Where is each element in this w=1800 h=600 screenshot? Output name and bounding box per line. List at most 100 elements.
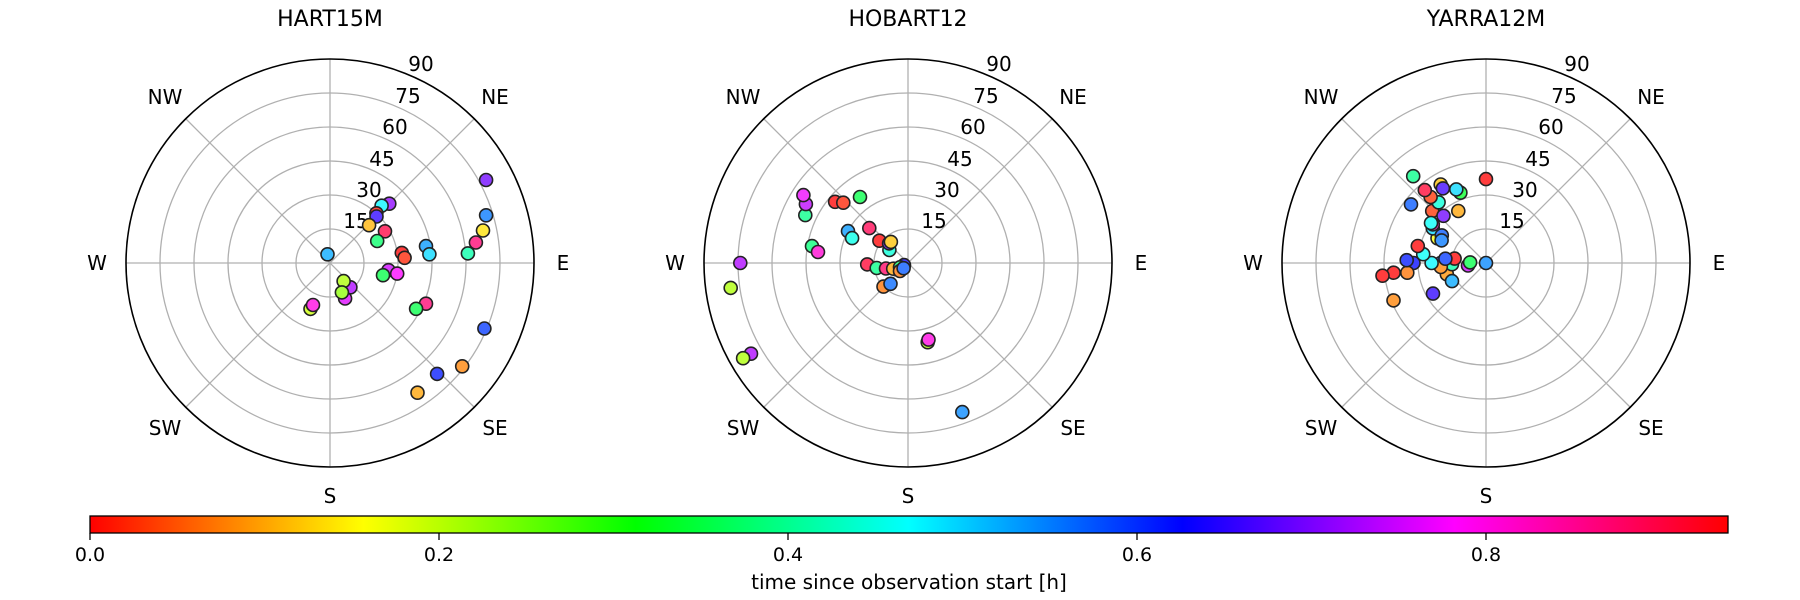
colorbar-label: time since observation start [h]: [751, 570, 1067, 594]
direction-label-2-se: SE: [1060, 416, 1085, 440]
polar-panel-2: HOBART12 15 30 45 60 75 90 NW NE E SE S …: [665, 7, 1147, 508]
scatter-point: [954, 404, 970, 420]
polar-frame-3: [1281, 58, 1691, 468]
scatter-points-3: [1375, 168, 1494, 308]
scatter-point: [1386, 293, 1401, 308]
colorbar-gradient: [89, 515, 1729, 534]
scatter-point: [835, 195, 851, 210]
polar-panel-1: HART15M 15 30 45 60 75 90 NE E SE S SW W: [87, 7, 569, 508]
direction-label-2-ne: NE: [1059, 85, 1087, 109]
colorbar-tick-label-4: 0.8: [1471, 544, 1501, 566]
scatter-point: [429, 366, 445, 382]
radial-tick-2-90: 90: [986, 52, 1011, 76]
scatter-point: [454, 358, 470, 374]
radial-tick-2-15: 15: [921, 209, 946, 233]
panel-title-3: YARRA12M: [1426, 7, 1546, 32]
scatter-point: [732, 255, 748, 271]
scatter-point: [1444, 273, 1460, 289]
scatter-point: [735, 350, 751, 366]
scatter-point: [844, 230, 860, 246]
colorbar-tick-label-3: 0.6: [1122, 544, 1152, 566]
scatter-point: [460, 246, 476, 261]
scatter-point: [369, 233, 385, 249]
scatter-point: [1403, 197, 1419, 212]
scatter-point: [1375, 268, 1390, 284]
direction-label-1-w: W: [87, 251, 107, 275]
scatter-point: [1451, 203, 1466, 219]
polar-frame-1: [125, 58, 535, 468]
direction-label-1-se: SE: [482, 416, 507, 440]
radial-tick-2-45: 45: [947, 147, 972, 171]
panel-title-2: HOBART12: [848, 7, 967, 32]
radial-tick-3-90: 90: [1564, 52, 1589, 76]
colorbar-ticks: [89, 533, 1487, 540]
scatter-point: [861, 220, 877, 236]
radial-tick-1-30: 30: [356, 178, 381, 202]
scatter-point: [1417, 182, 1433, 198]
scatter-point: [320, 247, 335, 262]
scatter-point: [796, 187, 811, 203]
scatter-point: [810, 244, 826, 260]
scatter-point: [1399, 252, 1414, 268]
scatter-point: [1436, 208, 1451, 224]
polar-panel-3: YARRA12M 15 30 45 60 75 90 NW NE E SE S …: [1243, 7, 1725, 508]
direction-label-2-s: S: [902, 484, 915, 508]
radial-tick-1-75: 75: [395, 84, 420, 108]
scatter-point: [408, 301, 424, 317]
scatter-point: [883, 276, 898, 292]
radial-tick-2-75: 75: [973, 84, 998, 108]
polar-grid-1: [126, 59, 534, 467]
scatter-point: [1425, 286, 1441, 301]
direction-label-2-e: E: [1135, 251, 1148, 275]
scatter-point: [410, 385, 425, 401]
direction-label-1-s: S: [324, 484, 337, 508]
direction-label-2-sw: SW: [727, 416, 760, 440]
scatter-point: [377, 224, 393, 239]
scatter-points-2: [723, 187, 970, 420]
direction-label-3-s: S: [1480, 484, 1493, 508]
scatter-point: [852, 189, 868, 205]
scatter-point: [1435, 181, 1451, 196]
direction-label-3-w: W: [1243, 251, 1263, 275]
radial-tick-1-60: 60: [382, 115, 407, 139]
scatter-point: [1424, 255, 1439, 271]
scatter-point: [397, 250, 412, 266]
direction-label-3-ne: NE: [1637, 85, 1665, 109]
direction-label-3-sw: SW: [1305, 416, 1338, 440]
radial-tick-1-90: 90: [408, 52, 433, 76]
scatter-point: [1478, 171, 1494, 187]
direction-label-3-se: SE: [1638, 416, 1663, 440]
panel-title-1: HART15M: [277, 7, 383, 32]
scatter-point: [422, 247, 437, 262]
scatter-point: [1423, 215, 1439, 231]
radial-tick-3-30: 30: [1512, 178, 1537, 202]
scatter-point: [334, 285, 350, 300]
scatter-point: [468, 235, 484, 250]
radial-tick-1-45: 45: [369, 147, 394, 171]
direction-label-2-w: W: [665, 251, 685, 275]
radial-tick-3-15: 15: [1499, 209, 1524, 233]
direction-label-3-nw: NW: [1304, 85, 1339, 109]
direction-label-1-sw: SW: [149, 416, 182, 440]
scatter-point: [1462, 255, 1478, 270]
scatter-point: [883, 234, 899, 250]
radial-tick-3-60: 60: [1538, 115, 1563, 139]
scatter-point: [478, 208, 494, 223]
scatter-point: [389, 266, 405, 281]
scatter-point: [1410, 238, 1426, 254]
scatter-point: [1449, 182, 1464, 197]
scatter-point: [478, 172, 494, 188]
direction-label-3-e: E: [1713, 251, 1726, 275]
radial-tick-2-60: 60: [960, 115, 985, 139]
scatter-point: [477, 321, 492, 336]
radial-tick-3-75: 75: [1551, 84, 1576, 108]
scatter-point: [1478, 255, 1494, 271]
scatter-point: [1400, 265, 1415, 281]
scatter-point: [921, 332, 936, 347]
direction-label-1-ne: NE: [481, 85, 509, 109]
polar-frame-2: [703, 58, 1113, 468]
direction-label-1-e: E: [557, 251, 570, 275]
direction-label-2-nw: NW: [726, 85, 761, 109]
radial-tick-2-30: 30: [934, 178, 959, 202]
